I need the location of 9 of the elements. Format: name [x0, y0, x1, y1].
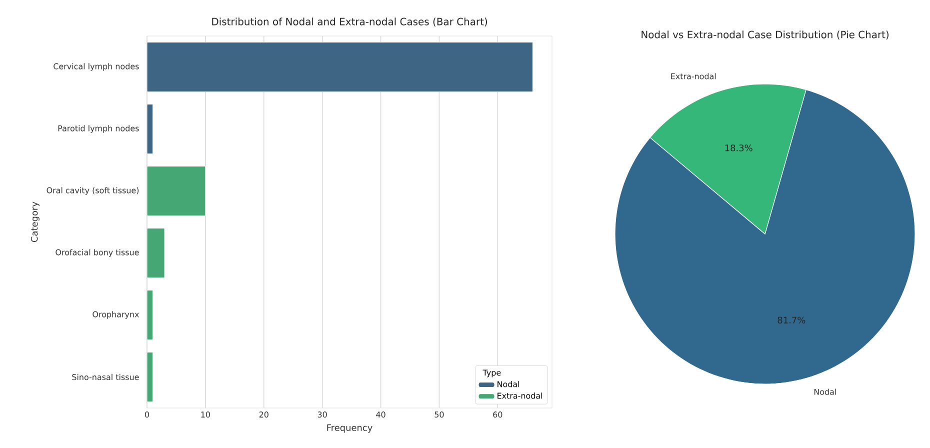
y-axis-title: Category: [30, 202, 40, 242]
bar: [147, 228, 165, 278]
x-axis-title: Frequency: [327, 424, 372, 433]
chart-title: Distribution of Nodal and Extra-nodal Cases (Bar Chart): [212, 18, 487, 27]
data-label: 81.7%: [778, 316, 806, 324]
chart-title: Nodal vs Extra-nodal Case Distribution (Pie Chart): [642, 30, 889, 40]
bar: [147, 42, 533, 92]
data-label: 18.3%: [725, 144, 752, 152]
bar: [147, 166, 206, 216]
